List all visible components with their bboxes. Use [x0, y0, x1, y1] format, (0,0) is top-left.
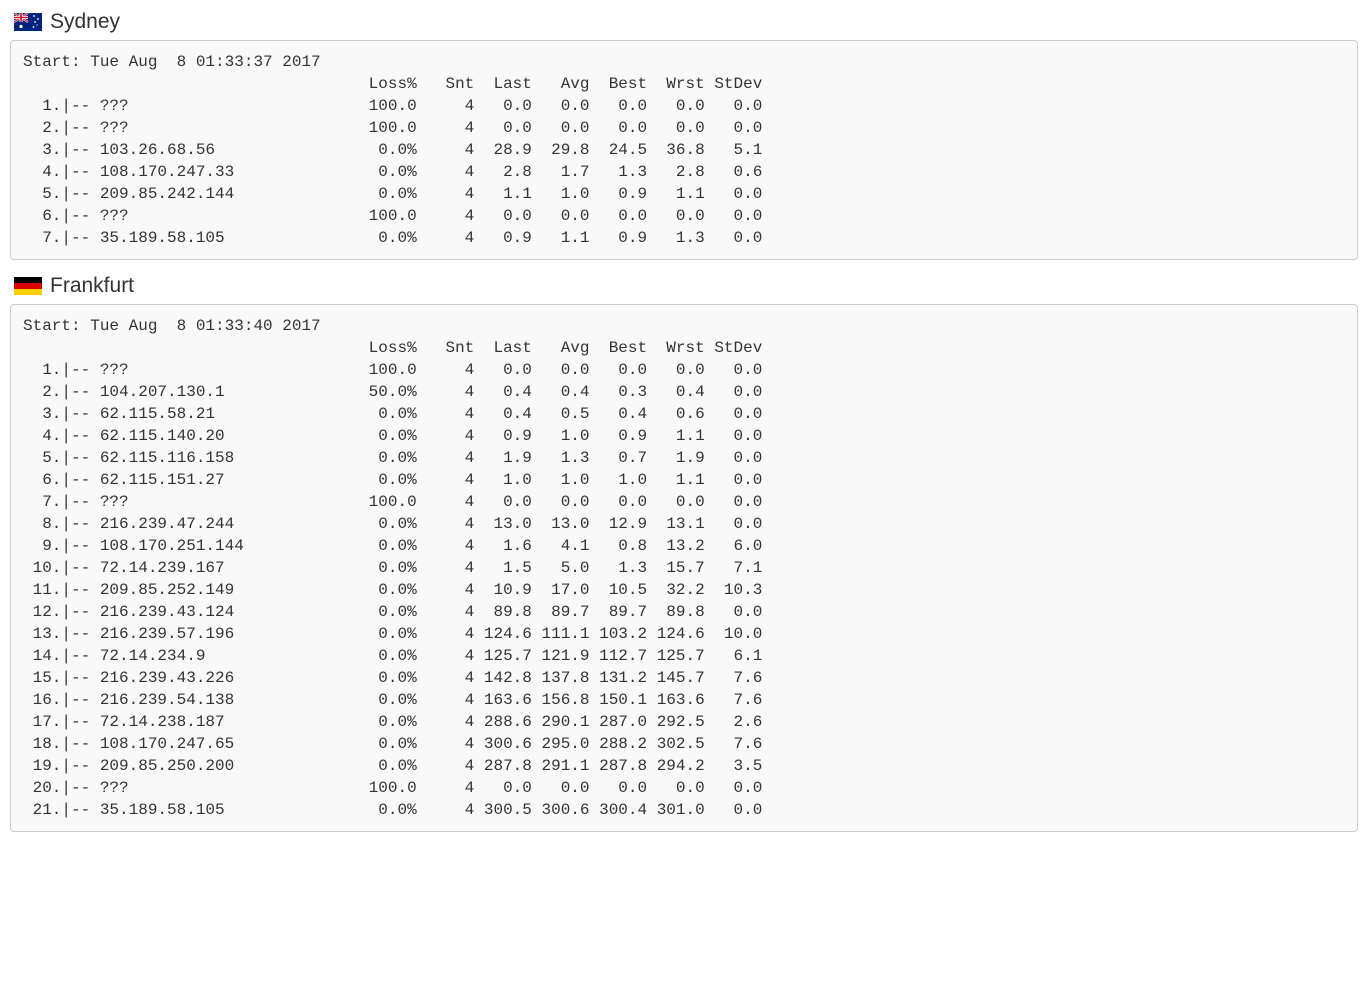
mtr-report-root: Sydney Start: Tue Aug 8 01:33:37 2017 Los…: [10, 10, 1358, 832]
flag-au-icon: [14, 13, 42, 31]
mtr-output-box: Start: Tue Aug 8 01:33:40 2017 Loss% Snt…: [10, 304, 1358, 832]
mtr-output: Start: Tue Aug 8 01:33:37 2017 Loss% Snt…: [23, 51, 1345, 249]
section-header-frankfurt: Frankfurt: [14, 274, 1358, 298]
section-header-sydney: Sydney: [14, 10, 1358, 34]
section-title: Sydney: [50, 10, 120, 34]
section-title: Frankfurt: [50, 274, 134, 298]
mtr-output-box: Start: Tue Aug 8 01:33:37 2017 Loss% Snt…: [10, 40, 1358, 260]
mtr-output: Start: Tue Aug 8 01:33:40 2017 Loss% Snt…: [23, 315, 1345, 821]
flag-de-icon: [14, 277, 42, 295]
